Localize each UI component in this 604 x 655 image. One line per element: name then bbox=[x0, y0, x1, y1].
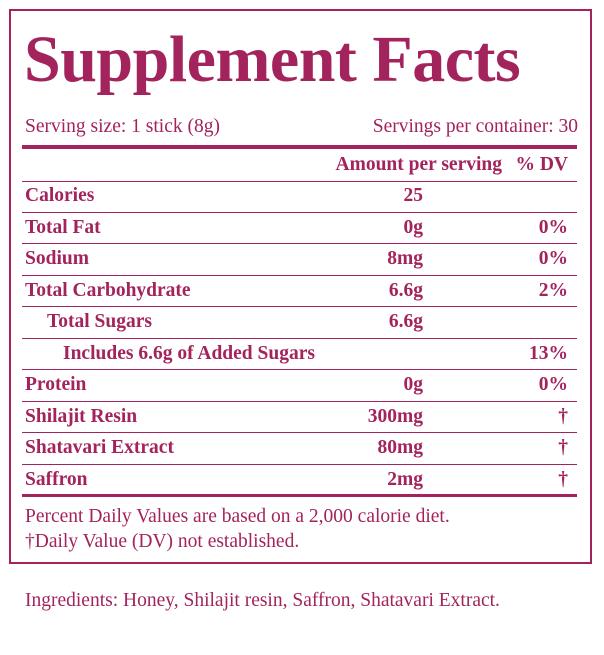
servings-per-container: Servings per container: 30 bbox=[372, 116, 578, 137]
nutrient-name: Shatavari Extract bbox=[25, 437, 174, 458]
table-row: Includes 6.6g of Added Sugars 13% bbox=[22, 338, 577, 370]
amount: 2mg bbox=[387, 468, 423, 490]
header-amount: Amount per serving bbox=[335, 154, 502, 175]
table-row: Sodium 8mg 0% bbox=[22, 243, 577, 276]
daily-value: † bbox=[558, 437, 568, 458]
nutrient-name: Total Sugars bbox=[47, 311, 152, 332]
table-row: Shilajit Resin 300mg † bbox=[22, 401, 577, 433]
daily-value: † bbox=[558, 468, 568, 490]
nutrient-name: Total Carbohydrate bbox=[25, 279, 191, 301]
nutrient-name: Saffron bbox=[25, 468, 88, 490]
daily-value: 0% bbox=[538, 374, 568, 395]
table-row: Total Sugars 6.6g bbox=[22, 306, 577, 339]
nutrient-name: Calories bbox=[25, 185, 95, 206]
amount: 80mg bbox=[377, 437, 424, 458]
header-row: Amount per serving % DV bbox=[22, 149, 577, 182]
daily-value: 13% bbox=[529, 342, 568, 364]
amount: 0g bbox=[403, 374, 424, 395]
serving-size: Serving size: 1 stick (8g) bbox=[25, 116, 220, 137]
table-row: Protein 0g 0% bbox=[22, 369, 577, 402]
header-dv: % DV bbox=[515, 154, 568, 175]
amount: 0g bbox=[403, 216, 424, 238]
nutrient-name: Shilajit Resin bbox=[25, 405, 138, 427]
daily-value: 0% bbox=[538, 216, 568, 238]
nutrient-name: Sodium bbox=[25, 248, 89, 269]
rule bbox=[22, 494, 577, 497]
amount: 8mg bbox=[387, 248, 423, 269]
nutrient-name: Includes 6.6g of Added Sugars bbox=[63, 342, 315, 364]
amount: 6.6g bbox=[388, 279, 423, 301]
table-row: Total Fat 0g 0% bbox=[22, 212, 577, 244]
label-border bbox=[9, 9, 592, 564]
rule bbox=[22, 145, 577, 149]
nutrient-name: Total Fat bbox=[25, 216, 101, 238]
amount: 300mg bbox=[367, 405, 423, 427]
footnote: Percent Daily Values are based on a 2,00… bbox=[25, 506, 450, 527]
daily-value: † bbox=[558, 405, 568, 427]
daily-value: 0% bbox=[538, 248, 568, 269]
daily-value: 2% bbox=[538, 279, 568, 301]
amount: 6.6g bbox=[388, 311, 423, 332]
table-row: Total Carbohydrate 6.6g 2% bbox=[22, 275, 577, 307]
table-row: Shatavari Extract 80mg † bbox=[22, 432, 577, 465]
ingredients: Ingredients: Honey, Shilajit resin, Saff… bbox=[25, 590, 500, 611]
nutrient-name: Protein bbox=[25, 374, 87, 395]
table-row: Saffron 2mg † bbox=[22, 464, 577, 496]
table-row: Calories 25 bbox=[22, 180, 577, 213]
footnote: †Daily Value (DV) not established. bbox=[25, 531, 300, 552]
amount: 25 bbox=[403, 185, 424, 206]
title: Supplement Facts bbox=[24, 23, 521, 96]
